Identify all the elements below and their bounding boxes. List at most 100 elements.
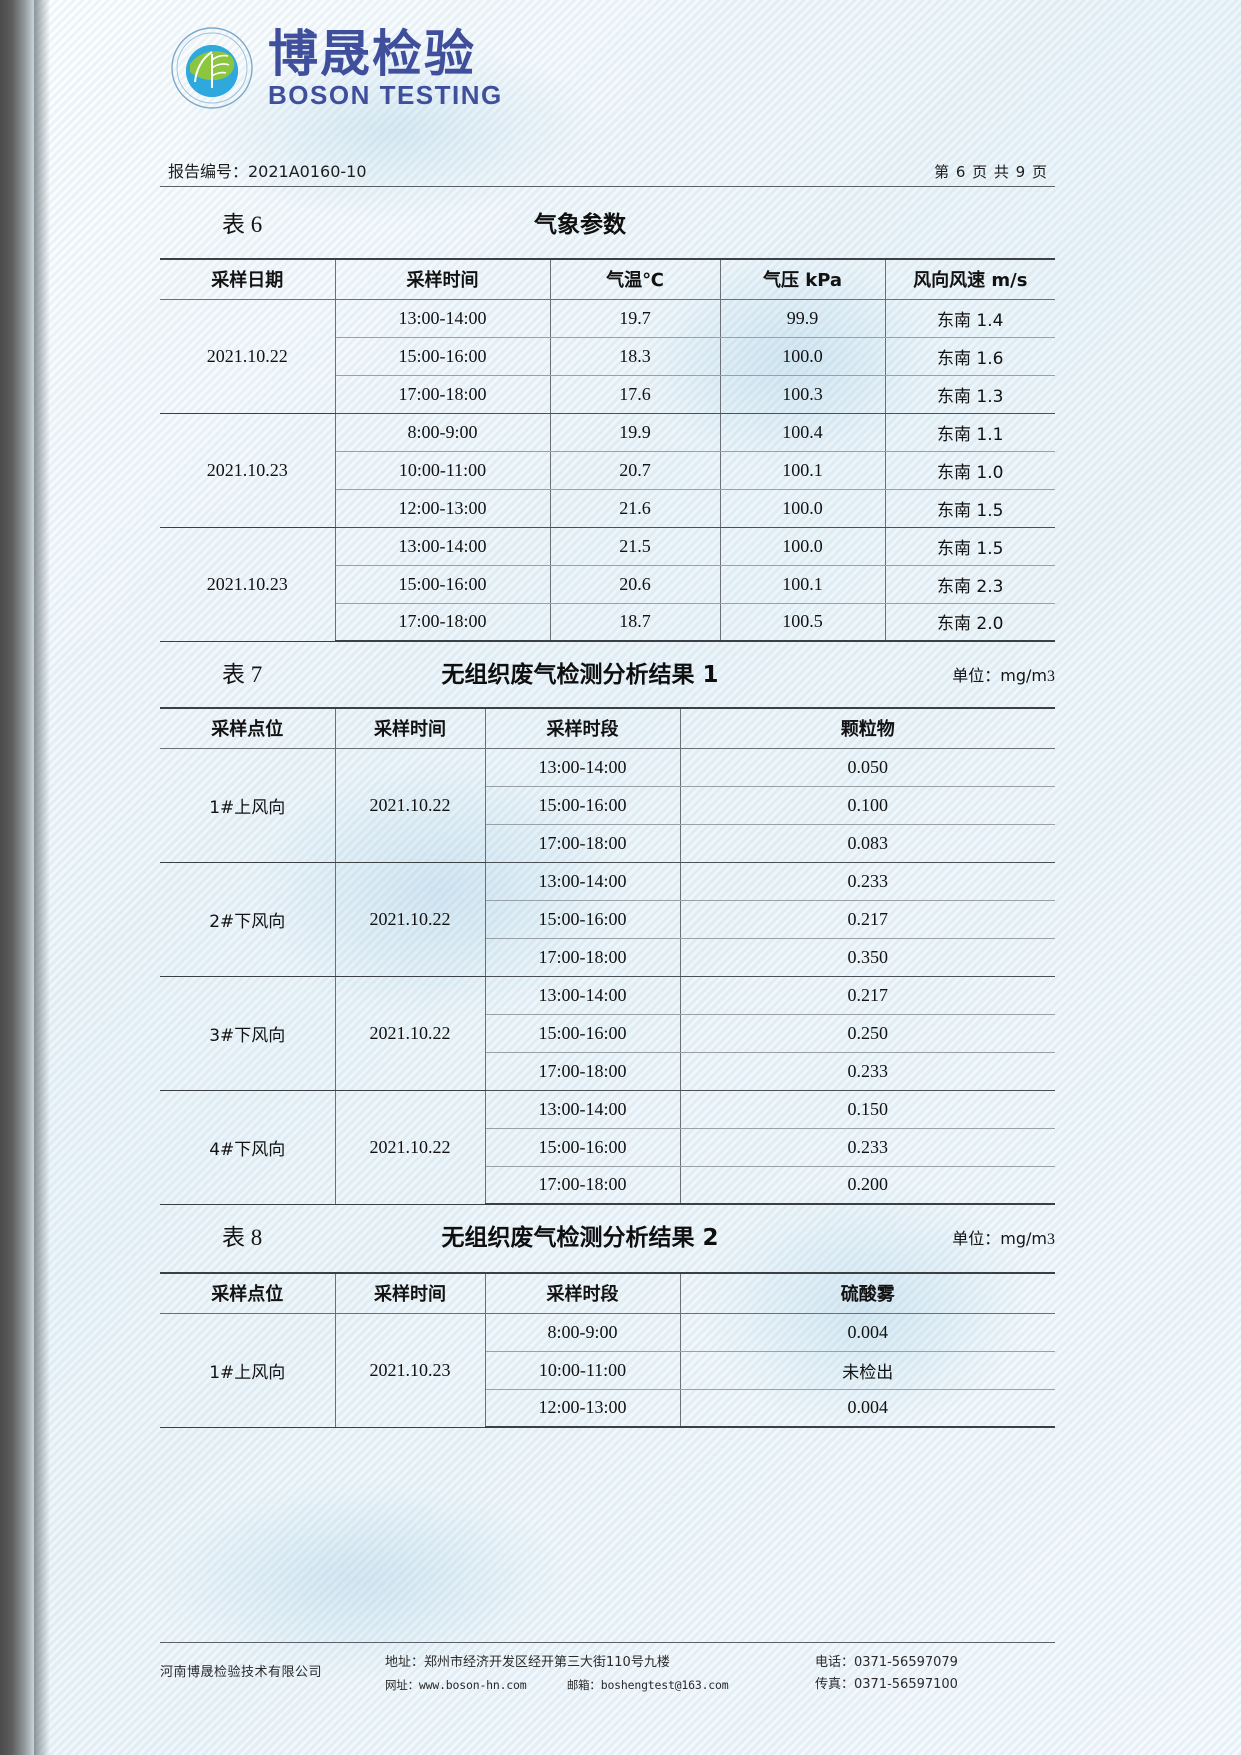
table-row: 12:00-13:00 21.6 100.0 东南 1.5 [160,488,1055,528]
table-row: 17:00-18:00 18.7 100.5 东南 2.0 [160,602,1055,642]
table6-cell-time: 13:00-14:00 [334,526,551,566]
table7-th-point: 采样点位 [160,707,336,749]
table-row: 10:00-11:00 20.7 100.1 东南 1.0 [160,450,1055,490]
table6-cell-wind: 东南 1.6 [884,336,1055,376]
table7-cell-period: 17:00-18:00 [485,937,681,977]
table8-th-period: 采样时段 [484,1272,681,1314]
footer-phone: 电话：0371-56597079 [815,1655,958,1670]
table7-cell-value: 0.233 [679,1051,1055,1091]
report-number: 报告编号：2021A0160-10 [168,162,367,181]
table6-title: 气象参数 [534,212,626,238]
table7-cell-value: 0.100 [679,785,1055,825]
table6-cell-temp: 21.5 [549,526,721,566]
table7-cell-period: 17:00-18:00 [485,1165,681,1205]
table8-unit: 单位：mg/m3 [952,1229,1055,1248]
table6-th-wind: 风向风速 m/s [884,258,1055,300]
table8-th-mist: 硫酸雾 [679,1272,1055,1314]
table-row: 2021.10.23 8:00-9:00 19.9 100.4 东南 1.1 [160,412,1055,528]
table7-cell-value: 0.050 [679,747,1055,787]
table6-cell-wind: 东南 1.5 [884,488,1055,528]
footer-fax: 传真：0371-56597100 [815,1677,958,1692]
fugitive-emission-results-1-table: 采样点位 采样时间 采样时段 颗粒物 1#上风向 2021.10.22 13:00-… [160,707,1055,1205]
table-row: 15:00-16:00 18.3 100.0 东南 1.6 [160,336,1055,376]
table7-cell-period: 15:00-16:00 [485,1127,681,1167]
table6-cell-temp: 20.7 [549,450,721,490]
footer-email: 邮箱：boshengtest@163.com [566,1678,729,1692]
table6-cell-pressure: 100.0 [719,526,886,566]
footer-address: 地址：郑州市经济开发区经开第三大街110号九楼 [385,1655,670,1670]
table6-cell-pressure: 100.0 [719,336,886,376]
table6-cell-date: 2021.10.23 [160,412,336,528]
table-row: 2021.10.22 13:00-14:00 19.7 99.9 东南 1.4 [160,298,1055,414]
table6-cell-temp: 17.6 [549,374,721,414]
table8-number: 表 8 [222,1225,263,1250]
table8-cell-period: 8:00-9:00 [484,1312,681,1352]
table-row: 1#上风向 2021.10.23 8:00-9:00 0.004 [160,1312,1055,1428]
table6-th-temp: 气温℃ [549,258,721,300]
table7-cell-date: 2021.10.22 [334,1089,486,1205]
table6-cell-time: 8:00-9:00 [334,412,551,452]
table-row: 12:00-13:00 0.004 [160,1388,1055,1428]
table6-cell-time: 13:00-14:00 [334,298,551,338]
page-footer: 河南博晟检验技术有限公司 地址：郑州市经济开发区经开第三大街110号九楼 网址：… [160,1652,1060,1696]
brand-name-en: BOSON TESTING [268,79,503,110]
table-row: 15:00-16:00 0.217 [160,899,1055,939]
table8-cell-period: 10:00-11:00 [485,1350,681,1390]
table7-cell-period: 13:00-14:00 [484,861,681,901]
table8-th-point: 采样点位 [160,1272,336,1314]
table7-caption: 表 7 无组织废气检测分析结果 1 单位：mg/m3 [160,655,1055,695]
table8-title: 无组织废气检测分析结果 2 [441,1225,719,1251]
binding-edge-gradient [34,0,50,1755]
table8-cell-period: 12:00-13:00 [485,1388,681,1428]
table6-cell-temp: 20.6 [549,564,721,604]
footer-divider [160,1642,1055,1643]
table6-cell-time: 10:00-11:00 [335,450,551,490]
table-row: 15:00-16:00 0.100 [160,785,1055,825]
table7-cell-value: 0.150 [679,1089,1055,1129]
table8-cell-value: 0.004 [679,1312,1055,1352]
table6-cell-pressure: 100.4 [719,412,886,452]
table7-unit: 单位：mg/m3 [952,666,1055,685]
table6-cell-wind: 东南 1.5 [884,526,1055,566]
table8-caption: 表 8 无组织废气检测分析结果 2 单位：mg/m3 [160,1218,1055,1258]
table7-cell-value: 0.233 [679,861,1055,901]
table6-cell-date: 2021.10.23 [160,526,336,642]
table8-cell-point: 1#上风向 [160,1312,336,1428]
table8-header-row: 采样点位 采样时间 采样时段 硫酸雾 [160,1272,1055,1314]
table7-cell-point: 2#下风向 [160,861,336,977]
company-logo: 博晟检验 BOSON TESTING [170,26,503,110]
table-row: 4#下风向 2021.10.22 13:00-14:00 0.150 [160,1089,1055,1205]
footer-website: 网址：www.boson-hn.com [385,1678,527,1692]
table8-cell-value: 0.004 [679,1388,1055,1428]
table6-cell-time: 15:00-16:00 [335,336,551,376]
table8-cell-value: 未检出 [679,1350,1055,1390]
table6-cell-wind: 东南 2.3 [884,564,1055,604]
footer-company: 河南博晟检验技术有限公司 [160,1665,323,1680]
table6-cell-temp: 19.7 [549,298,721,338]
report-meta-row: 报告编号：2021A0160-10 第 6 页 共 9 页 [168,158,1048,182]
table7-cell-period: 15:00-16:00 [485,785,681,825]
table6-body: 2021.10.22 13:00-14:00 19.7 99.9 东南 1.4 15:00… [160,298,1055,642]
table6-caption: 表 6 气象参数 [160,205,1000,245]
table6-cell-wind: 东南 1.0 [884,450,1055,490]
table6-cell-pressure: 100.1 [719,564,886,604]
table7-cell-value: 0.200 [679,1165,1055,1205]
table6-cell-date: 2021.10.22 [160,298,336,414]
table7-cell-value: 0.083 [679,823,1055,863]
table7-th-pm: 颗粒物 [679,707,1055,749]
table6-cell-time: 17:00-18:00 [335,374,551,414]
table7-number: 表 7 [222,662,263,687]
table7-cell-period: 15:00-16:00 [485,899,681,939]
table6-cell-time: 12:00-13:00 [335,488,551,528]
logo-emblem-icon [170,26,254,110]
table6-cell-wind: 东南 1.4 [884,298,1055,338]
table7-cell-value: 0.250 [679,1013,1055,1053]
table6-cell-wind: 东南 1.3 [884,374,1055,414]
table6-cell-wind: 东南 1.1 [884,412,1055,452]
table7-cell-date: 2021.10.22 [334,747,486,863]
table-row: 17:00-18:00 0.200 [160,1165,1055,1205]
table6-number: 表 6 [222,212,263,237]
table8-body: 1#上风向 2021.10.23 8:00-9:00 0.004 10:00-11:00… [160,1312,1055,1428]
table7-cell-date: 2021.10.22 [334,861,486,977]
